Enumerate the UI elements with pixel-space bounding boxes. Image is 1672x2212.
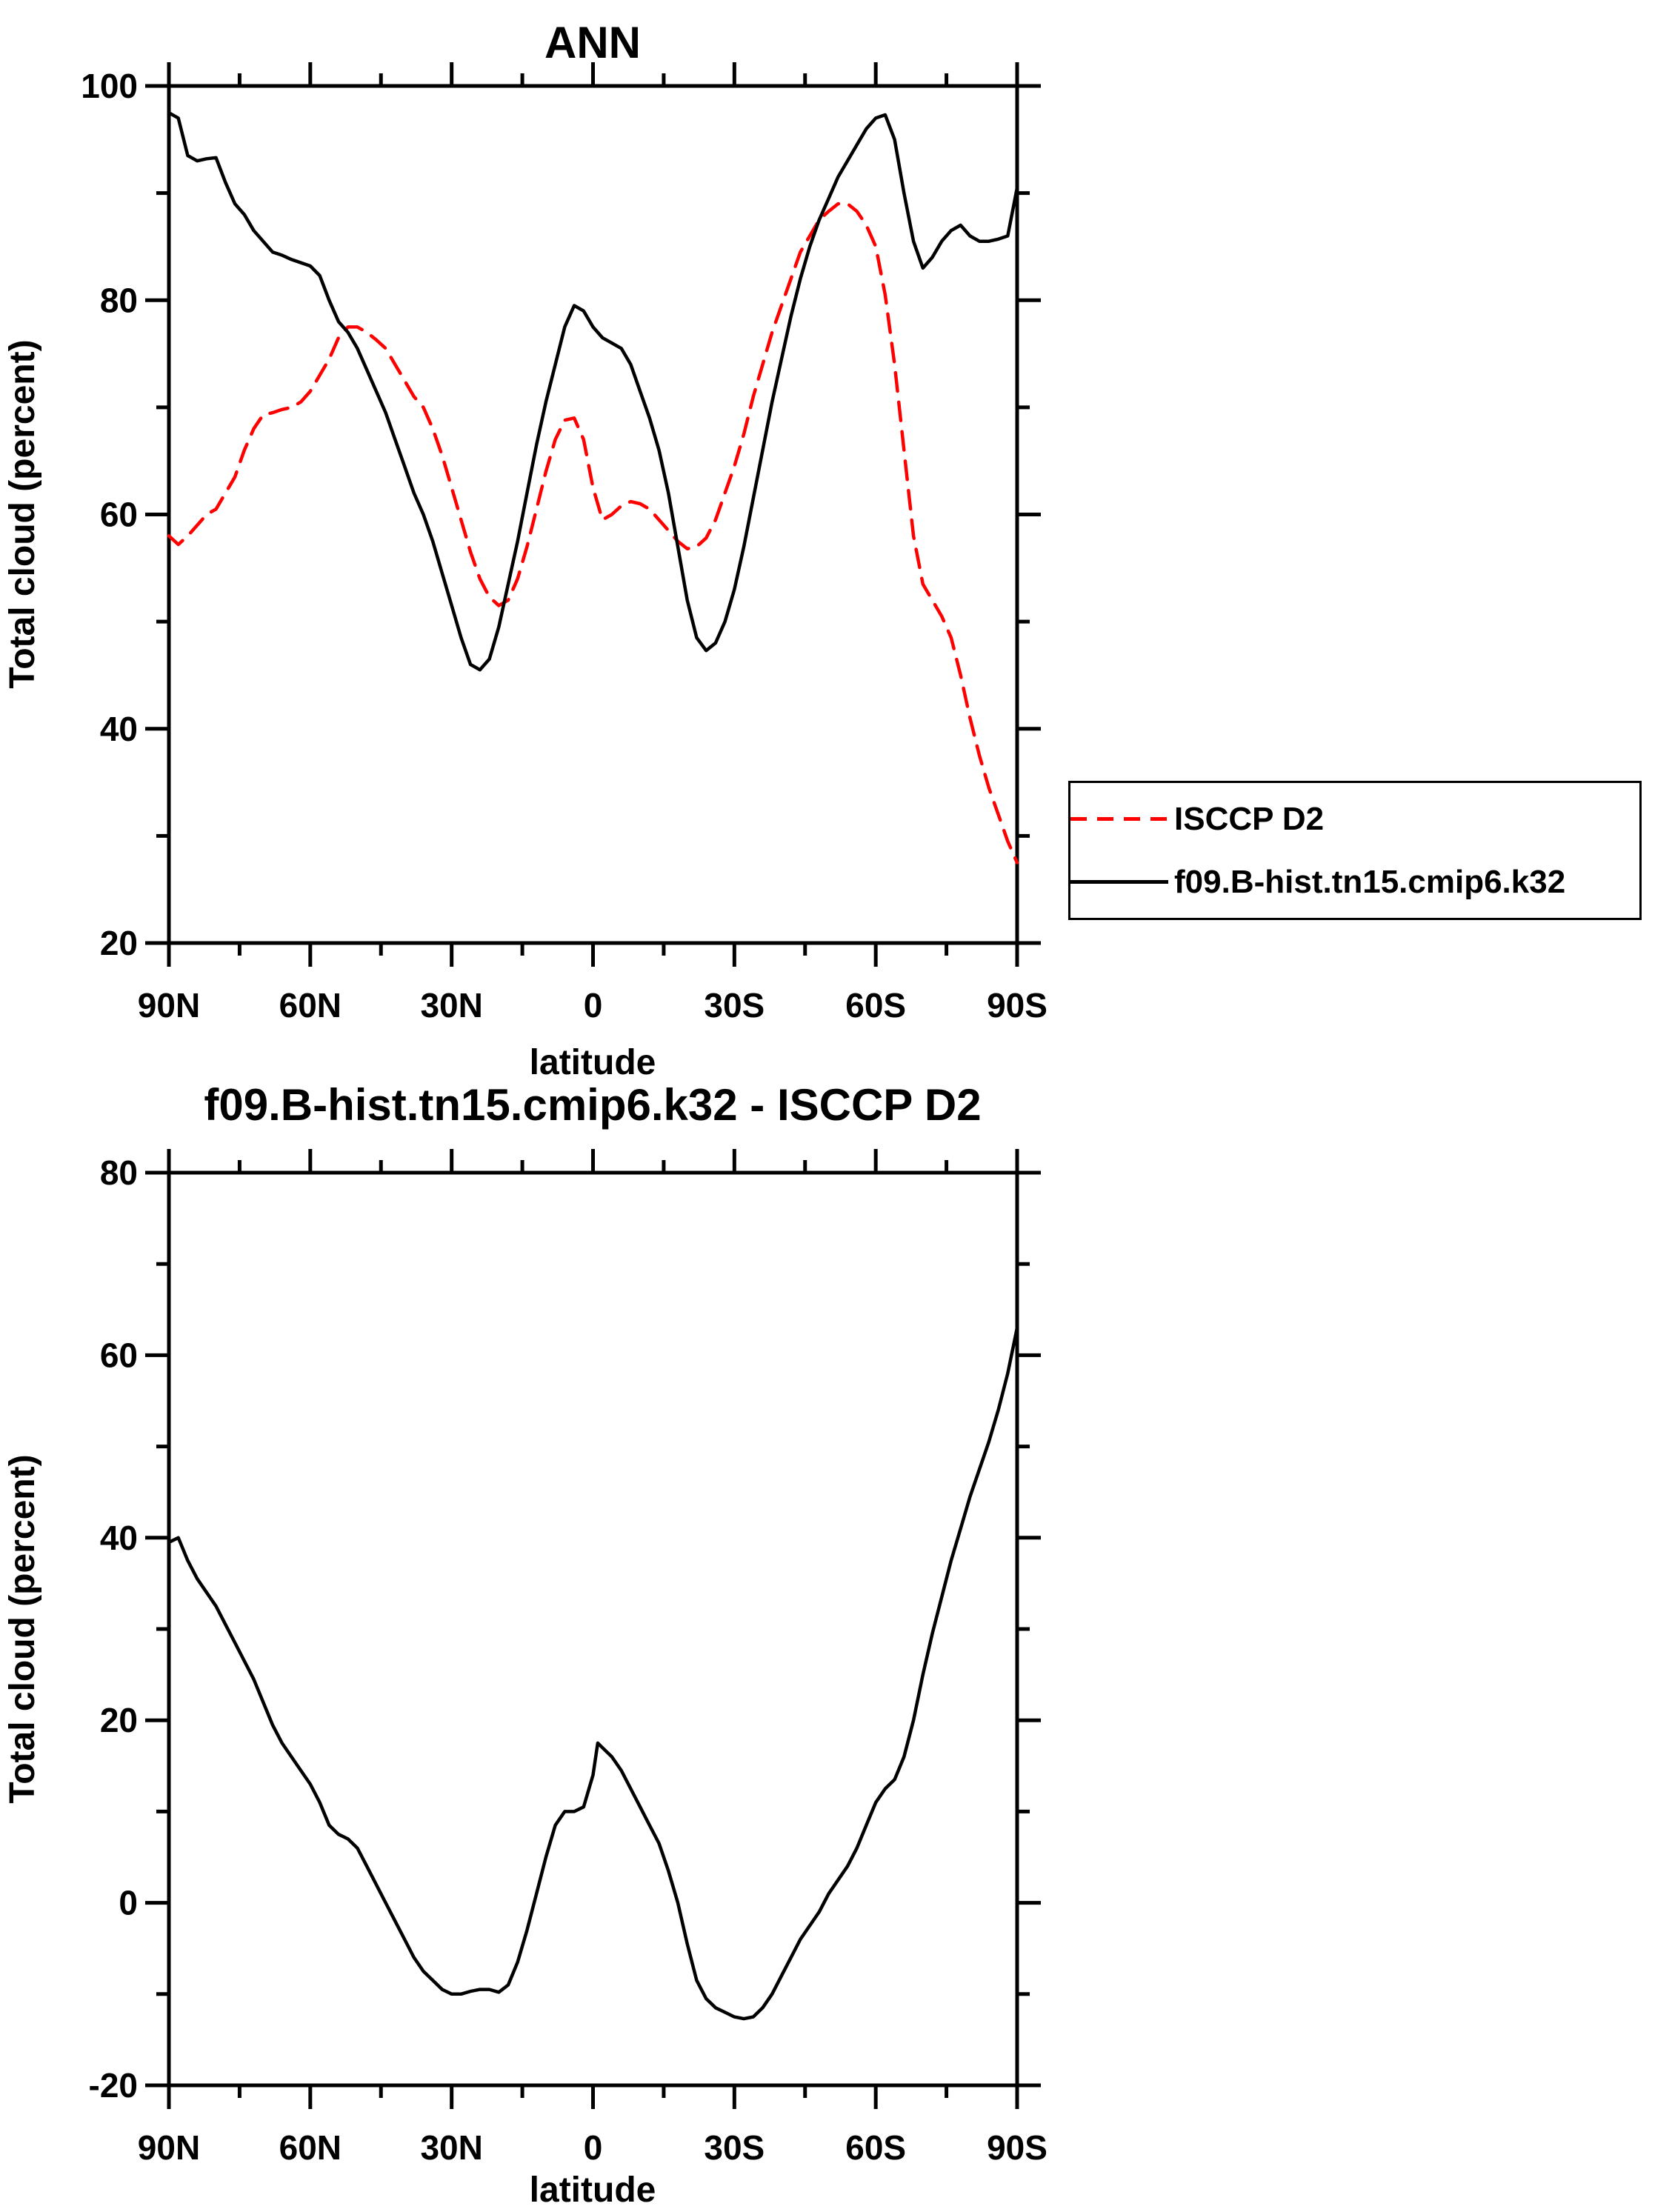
x-tick-label: 90S [987, 2128, 1048, 2167]
y-tick-label: 20 [100, 924, 138, 962]
y-tick-label: 80 [100, 1153, 138, 1192]
axis-frame [167, 84, 1019, 945]
legend-dashed-line-sample [1070, 817, 1168, 821]
top-chart-x-axis-label: latitude [530, 1043, 656, 1082]
x-tick-label: 30S [704, 986, 765, 1025]
legend-label-isccp-d2: ISCCP D2 [1174, 800, 1325, 837]
x-tick-label: 60S [845, 2128, 906, 2167]
series-line-f09-b-hist-tn15-cmip6-k32 [167, 110, 1019, 672]
top-chart-y-axis-label: Total cloud (percent) [3, 339, 42, 688]
legend-box: ISCCP D2 f09.B-hist.tn15.cmip6.k32 [1068, 781, 1642, 920]
x-tick-label: 60N [279, 2128, 342, 2167]
x-tick-label: 30N [420, 2128, 482, 2167]
y-tick-label: 40 [100, 1519, 138, 1557]
legend-solid-line-sample [1070, 880, 1168, 884]
x-tick-label: 90N [138, 986, 200, 1025]
top-chart-title: ANN [544, 18, 641, 67]
x-tick-label: 30S [704, 2128, 765, 2167]
y-tick-label: 60 [100, 496, 138, 534]
x-tick-label: 60N [279, 986, 342, 1025]
axis-frame [167, 1170, 1019, 2088]
chart-diff: 90N 60N 30N 0 30S 60S 90S -20 0 20 40 60 80 [89, 1149, 1048, 2167]
legend-item-model: f09.B-hist.tn15.cmip6.k32 [1070, 850, 1639, 913]
bottom-chart-y-axis-label: Total cloud (percent) [3, 1454, 42, 1803]
y-tick-label: -20 [89, 2066, 138, 2105]
legend-label-model: f09.B-hist.tn15.cmip6.k32 [1174, 863, 1566, 900]
x-tick-label: 90N [138, 2128, 200, 2167]
x-tick-label: 30N [420, 986, 482, 1025]
x-tick-label: 90S [987, 986, 1048, 1025]
bottom-chart-title: f09.B-hist.tn15.cmip6.k32 - ISCCP D2 [204, 1080, 981, 1130]
legend-item-isccp-d2: ISCCP D2 [1070, 787, 1639, 850]
y-tick-label: 40 [100, 710, 138, 748]
series-line-f09-b-hist-tn15-cmip6-k32-isccp-d2 [167, 1326, 1019, 2021]
y-tick-label: 20 [100, 1701, 138, 1739]
bottom-chart-x-axis-label: latitude [530, 2171, 656, 2210]
x-tick-label: 0 [584, 986, 603, 1025]
series-line-isccp-d2 [167, 201, 1019, 865]
chart-layers: 90N 60N 30N 0 30S 60S 90S 20 40 60 80 100 90N 60N 30N 0… [81, 62, 1048, 2167]
y-tick-label: 80 [100, 281, 138, 319]
y-tick-label: 60 [100, 1336, 138, 1374]
x-tick-label: 0 [584, 2128, 603, 2167]
y-tick-label: 0 [119, 1884, 138, 1922]
chart-ann: 90N 60N 30N 0 30S 60S 90S 20 40 60 80 100 [81, 62, 1048, 1025]
y-tick-label: 100 [81, 67, 138, 105]
x-tick-label: 60S [845, 986, 906, 1025]
